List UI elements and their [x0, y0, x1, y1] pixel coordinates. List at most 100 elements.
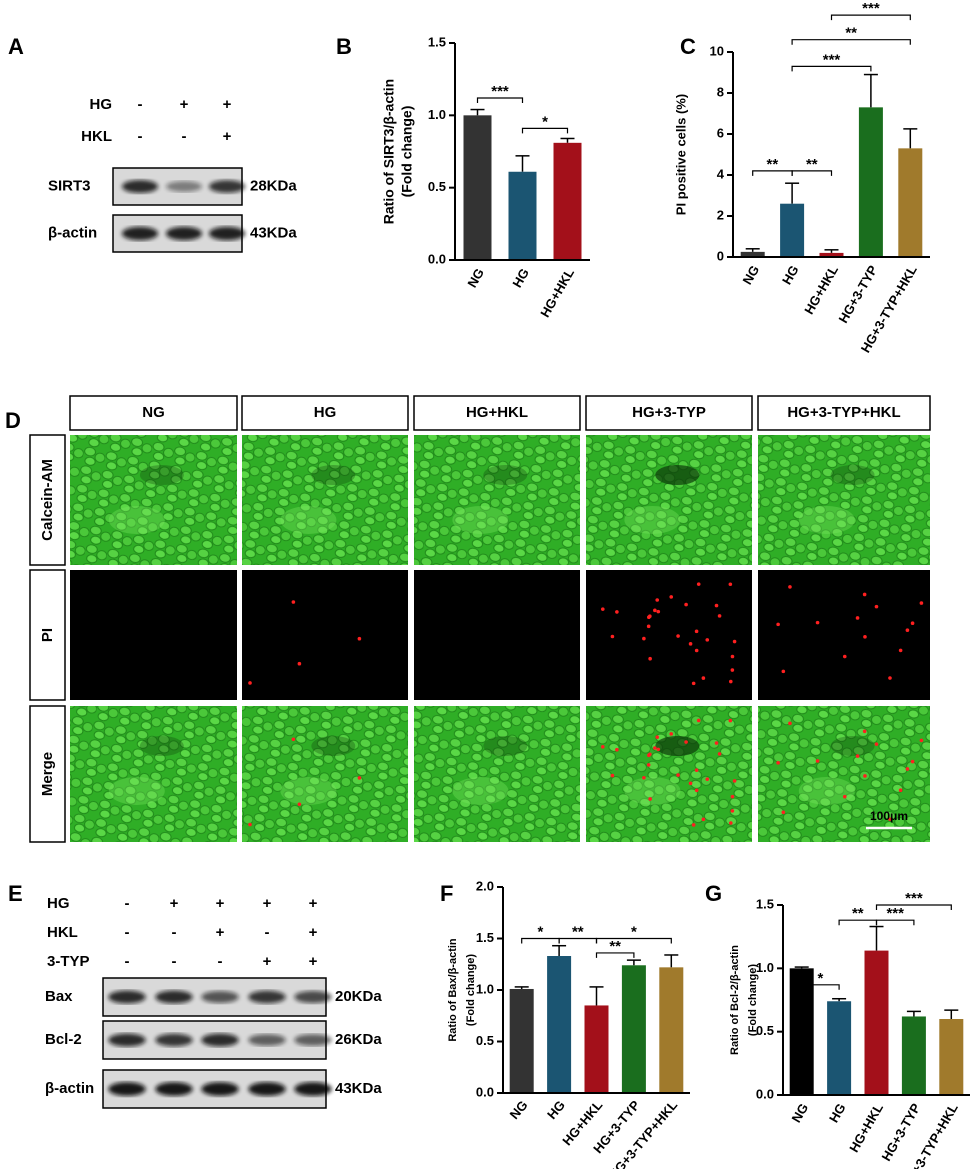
pi-dot: [656, 747, 661, 752]
pi-dot: [730, 794, 735, 799]
y-axis-label: Ratio of SIRT3/β-actin: [381, 79, 397, 224]
y-axis-label: (Fold change): [399, 106, 415, 198]
pi-dot: [863, 635, 867, 639]
pi-dot: [781, 669, 786, 674]
pi-dot: [610, 634, 615, 639]
column-header-box: [69, 395, 238, 431]
y-tick-label: 1.5: [428, 34, 446, 49]
pi-dot: [910, 759, 915, 764]
significance-label: **: [609, 938, 621, 955]
x-tick-label: HG: [544, 1097, 568, 1122]
micrograph-background: [414, 435, 580, 565]
pi-dot: [815, 620, 820, 625]
bar: [864, 950, 889, 1095]
blot-band: [294, 990, 332, 1004]
condition-sign: +: [223, 96, 232, 113]
significance-label: ***: [823, 51, 841, 68]
blot-band: [248, 990, 286, 1004]
condition-label: HKL: [81, 128, 112, 145]
pi-dot: [730, 809, 735, 813]
micrograph-background: [242, 570, 408, 700]
significance-bracket: [875, 919, 915, 926]
pi-dot: [862, 729, 867, 734]
condition-sign: -: [172, 953, 177, 970]
blot-band: [165, 226, 203, 241]
condition-sign: +: [263, 953, 272, 970]
pi-dot: [676, 773, 680, 777]
significance-bracket: [875, 904, 952, 910]
x-tick-label: NG: [464, 266, 487, 290]
condition-sign: -: [218, 953, 223, 970]
significance-bracket: [595, 937, 672, 944]
significance-label: ***: [905, 890, 923, 907]
pi-dot: [815, 759, 820, 763]
x-tick-label: NG: [507, 1097, 531, 1122]
x-tick-label: HG+HKL: [801, 263, 841, 317]
y-tick-label: 1.5: [476, 930, 494, 945]
pi-dot: [874, 742, 879, 746]
micrograph: [414, 570, 580, 700]
x-tick-label: HG+3-TYP: [836, 262, 881, 325]
condition-sign: -: [265, 924, 270, 941]
bar: [621, 965, 646, 1093]
y-tick-label: 0.5: [756, 1023, 774, 1038]
pi-dot: [615, 747, 619, 752]
y-tick-label: 1.0: [476, 981, 494, 996]
bar: [509, 988, 534, 1093]
blot-band: [294, 1034, 332, 1046]
micrograph-background: [586, 570, 752, 700]
pi-dot: [696, 582, 701, 586]
y-tick-label: 0.5: [476, 1033, 494, 1048]
significance-label: **: [806, 156, 818, 173]
pi-dot: [653, 746, 657, 750]
row-label-box: [29, 705, 66, 843]
band-size: 28KDa: [250, 177, 297, 194]
y-tick-label: 0.0: [756, 1086, 774, 1101]
pi-dot: [788, 585, 792, 589]
significance-label: *: [542, 113, 548, 130]
pi-dot: [905, 767, 910, 771]
pi-dot: [297, 802, 302, 807]
y-tick-label: 1.0: [756, 960, 774, 975]
column-header-box: [585, 395, 753, 431]
bar: [827, 1001, 852, 1095]
pi-dot: [728, 821, 733, 825]
condition-sign: -: [138, 128, 143, 145]
panel-letter: G: [705, 881, 722, 906]
condition-sign: -: [125, 895, 130, 912]
micrograph-background: [758, 570, 930, 700]
condition-label: 3-TYP: [47, 953, 90, 970]
bar: [901, 1016, 926, 1095]
dark-region: [655, 465, 700, 485]
pi-dot: [874, 604, 879, 609]
significance-label: *: [537, 923, 543, 940]
condition-sign: +: [180, 96, 189, 113]
micrograph-background: [758, 435, 930, 565]
panel-letter: D: [5, 408, 21, 433]
significance-bracket: [791, 39, 911, 45]
significance-label: **: [852, 905, 864, 922]
pi-dot: [648, 797, 652, 801]
dark-region: [311, 736, 356, 756]
pi-dot: [898, 648, 903, 653]
pi-dot: [694, 788, 699, 793]
condition-sign: +: [223, 128, 232, 145]
micrograph-background: [586, 706, 752, 842]
bar: [553, 142, 582, 260]
micrograph: [242, 706, 408, 842]
micrograph: [70, 570, 237, 700]
blot-band: [108, 1033, 146, 1047]
condition-sign: -: [182, 128, 187, 145]
micrograph: [70, 435, 237, 565]
band-size: 26KDa: [335, 1031, 382, 1048]
pi-dot: [714, 741, 719, 745]
significance-bracket: [801, 984, 840, 990]
pi-dot: [297, 661, 302, 666]
column-header-box: [757, 395, 931, 431]
column-header: HG: [314, 404, 337, 421]
y-tick-label: 1.5: [756, 896, 774, 911]
significance-label: **: [845, 25, 857, 42]
condition-sign: +: [309, 953, 318, 970]
pi-dot: [717, 752, 722, 756]
pi-dot: [669, 732, 674, 736]
